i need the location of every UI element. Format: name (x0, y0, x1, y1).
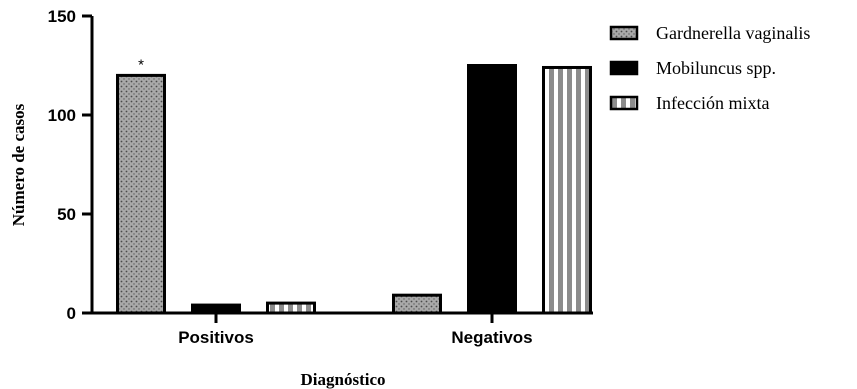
y-tick-label: 50 (57, 205, 76, 224)
y-tick-label: 100 (48, 106, 76, 125)
legend: Gardnerella vaginalis Mobiluncus spp. In… (609, 23, 810, 113)
bar-negativos-mobiluncus-spp (467, 64, 517, 315)
significance-annotation: * (138, 56, 144, 73)
legend-swatch-gardnerella (609, 25, 639, 41)
legend-label-gardnerella: Gardnerella vaginalis (656, 23, 810, 43)
legend-label-mobiluncus: Mobiluncus spp. (656, 58, 776, 78)
x-axis-ticks: Positivos Negativos (178, 313, 533, 347)
bar-negativos-infecci-n-mixta (542, 65, 592, 315)
x-tick-label-negativos: Negativos (451, 328, 532, 347)
y-tick-label: 150 (48, 7, 76, 26)
y-axis-title: Número de casos (9, 103, 28, 226)
legend-swatch-mobiluncus (609, 60, 639, 76)
x-axis-title: Diagnóstico (301, 370, 386, 389)
x-tick-label-positivos: Positivos (178, 328, 254, 347)
bar-positivos-gardnerella-vaginalis (116, 73, 166, 315)
legend-label-mixta: Infección mixta (656, 93, 769, 113)
y-axis-ticks: 0 50 100 150 (48, 7, 92, 323)
legend-swatch-mixta (609, 95, 639, 111)
y-tick-label: 0 (67, 304, 76, 323)
chart-marks: * (116, 56, 592, 315)
bar-negativos-gardnerella-vaginalis (392, 293, 442, 315)
